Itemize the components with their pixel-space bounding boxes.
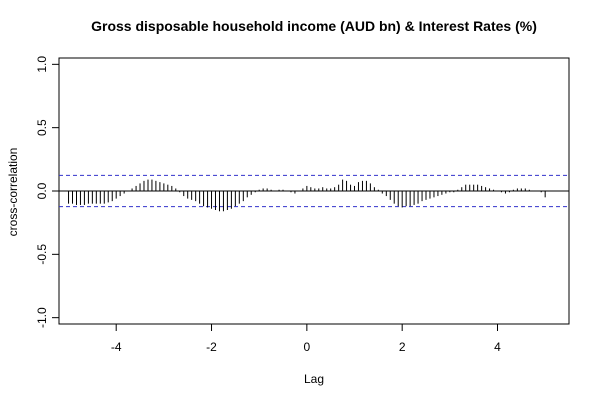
chart-title: Gross disposable household income (AUD b… bbox=[91, 18, 537, 34]
x-tick-label: 0 bbox=[304, 340, 311, 354]
y-tick-label: -1.0 bbox=[35, 307, 49, 328]
x-axis-label: Lag bbox=[304, 372, 324, 386]
confidence-bounds bbox=[59, 174, 569, 208]
y-tick-label: -0.5 bbox=[35, 244, 49, 265]
y-tick-label: 0.5 bbox=[35, 119, 49, 136]
ccf-bars bbox=[68, 179, 546, 212]
y-axis: -1.0 -0.5 0.0 0.5 1.0 bbox=[35, 56, 59, 328]
x-tick-label: -2 bbox=[206, 340, 217, 354]
x-axis: -4 -2 0 2 4 bbox=[111, 324, 501, 354]
y-tick-label: 0.0 bbox=[35, 182, 49, 199]
x-tick-label: 4 bbox=[494, 340, 501, 354]
y-tick-label: 1.0 bbox=[35, 56, 49, 73]
x-tick-label: -4 bbox=[111, 340, 122, 354]
y-axis-label: cross-correlation bbox=[6, 148, 20, 237]
x-tick-label: 2 bbox=[399, 340, 406, 354]
